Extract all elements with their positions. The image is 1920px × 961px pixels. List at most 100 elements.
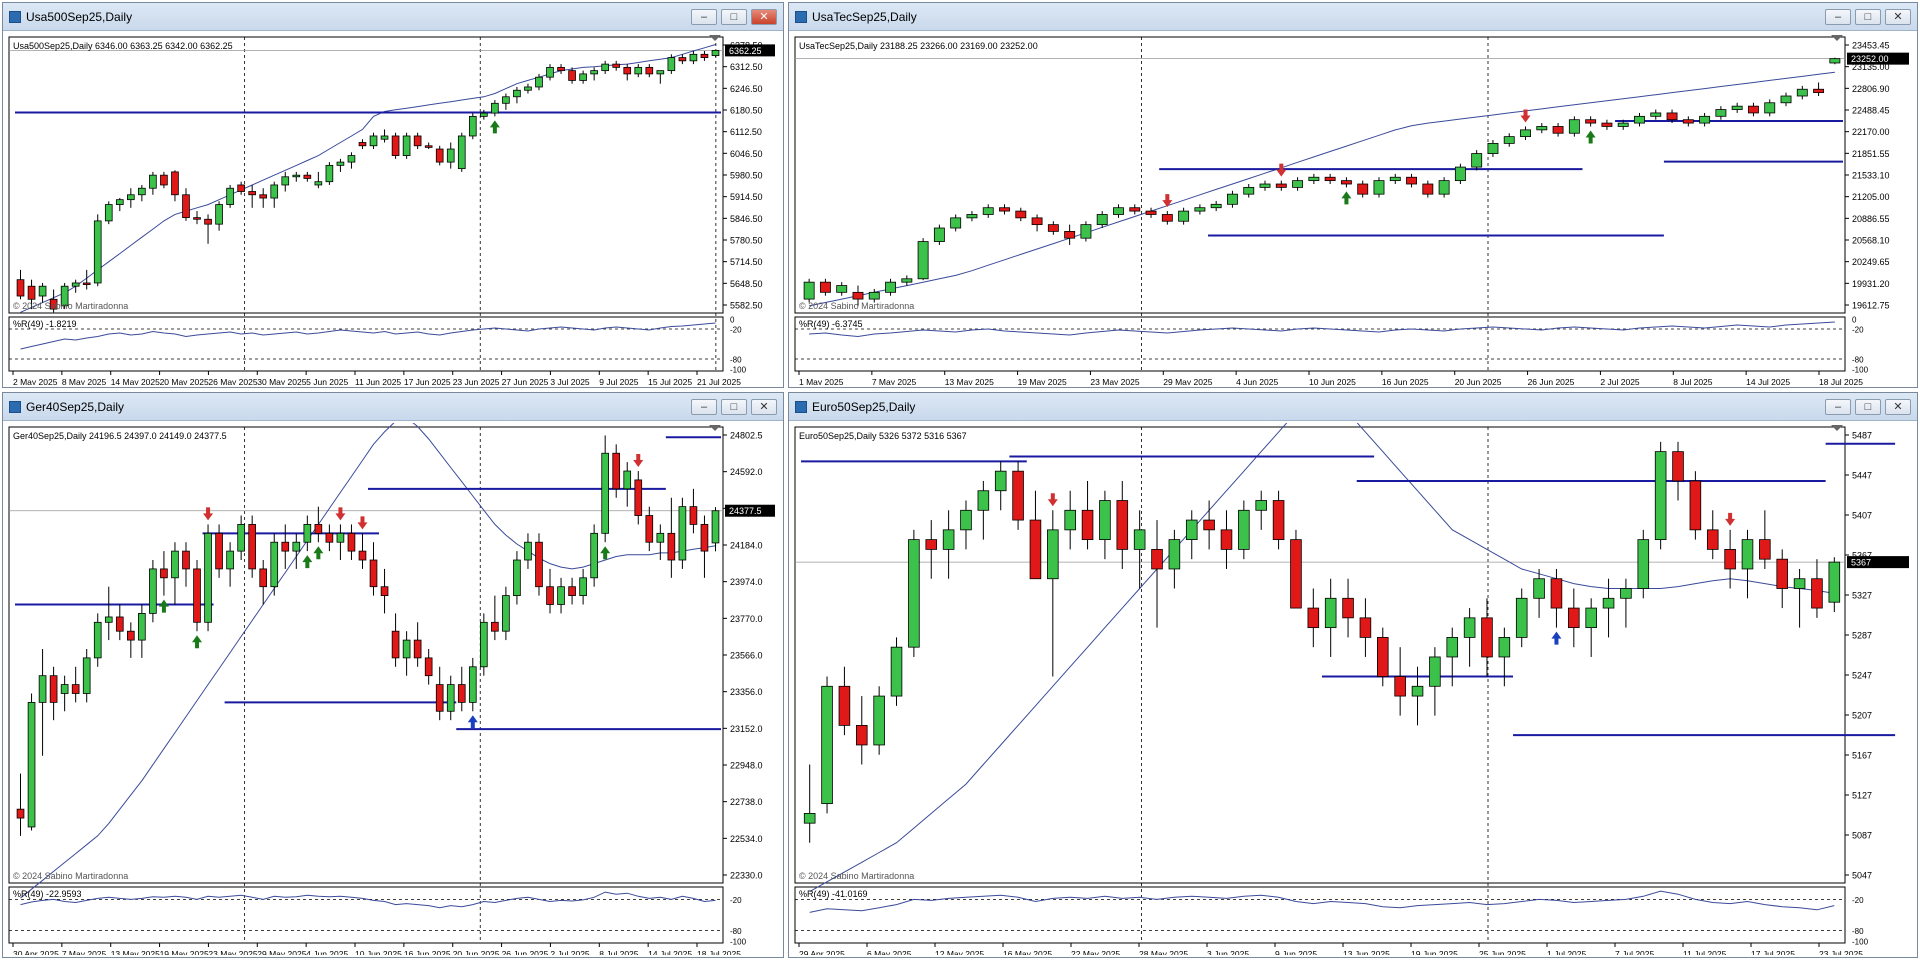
bullish-candle-body [1602,597,1615,609]
maximize-button[interactable]: □ [1855,399,1881,415]
candle [193,211,201,225]
candle [292,533,301,569]
candle [60,675,69,712]
minimize-button[interactable]: – [1825,399,1851,415]
candle [457,132,466,172]
date-tick-label: 18 Jul 2025 [697,949,741,955]
bullish-candle-body [1637,539,1650,589]
candle [1324,173,1336,185]
window-titlebar[interactable]: UsaTecSep25,Daily – □ ✕ [789,3,1917,31]
candle [1064,224,1076,245]
window-titlebar[interactable]: Ger40Sep25,Daily – □ ✕ [3,393,783,421]
candle [557,64,565,74]
candle [1706,510,1719,560]
candle [656,524,665,561]
price-tick-label: 24592.0 [730,467,763,477]
price-panel [794,426,1846,884]
maximize-button[interactable]: □ [721,9,747,25]
candle [413,132,422,150]
price-tick-label: 19931.20 [1852,279,1890,289]
candle [358,533,367,569]
date-tick-label: 23 Jun 2025 [453,377,500,385]
date-tick-label: 19 Jun 2025 [1411,949,1458,955]
maximize-button[interactable]: □ [1855,9,1881,25]
bearish-candle-body [424,657,433,677]
bearish-candle-body [193,568,201,623]
maximize-button[interactable]: □ [721,399,747,415]
indicator-level-label: -20 [1852,896,1864,905]
bullish-candle-body [1585,607,1597,629]
chart-window-icon [9,11,21,23]
minimize-button[interactable]: – [691,9,717,25]
candle [1715,106,1727,120]
symbol-info-label: Ger40Sep25,Daily 24196.5 24397.0 24149.0… [13,431,227,441]
bullish-candle-body [325,164,334,183]
bearish-candle-body [27,285,36,300]
bullish-candle-body [1373,180,1385,195]
date-tick-label: 1 Jul 2025 [1547,949,1586,955]
bearish-candle-body [612,452,621,490]
price-chart[interactable]: 6378.506312.506246.506180.506112.506046.… [7,33,779,385]
date-tick-label: 28 May 2025 [1139,949,1188,955]
bullish-candle-body [1568,119,1580,134]
candle [248,184,256,208]
candle [1422,180,1434,198]
candle [868,288,880,303]
bullish-candle-body [966,214,978,219]
indicator-label: %R(49) -22.9593 [13,889,82,899]
current-price-tag [725,44,775,57]
bullish-candle-body [579,73,587,81]
bearish-candle-body [1776,558,1789,589]
candle [424,142,433,150]
candle [1438,177,1450,198]
price-tick-label: 5582.50 [730,301,763,311]
price-chart[interactable]: 23453.45 23135.00 22806.90 22488.45 22170.00… [793,33,1913,385]
window-titlebar[interactable]: Euro50Sep25,Daily – □ ✕ [789,393,1917,421]
down-arrow-icon [1520,109,1531,123]
bearish-candle-body [281,541,290,552]
chart-window-ger40[interactable]: Ger40Sep25,Daily – □ ✕ 24802.5 24592.0 243… [2,392,784,958]
minimize-button[interactable]: – [691,399,717,415]
candle [171,542,179,605]
bearish-candle-body [1422,183,1434,195]
date-tick-label: 23 May 2025 [208,949,257,955]
close-button[interactable]: ✕ [1885,9,1911,25]
date-tick-label: 10 Jun 2025 [355,949,402,955]
price-tick-label: 24802.5 [730,431,763,441]
chart-window-usatec[interactable]: UsaTecSep25,Daily – □ ✕ 23453.45 23135.00… [788,2,1918,388]
bullish-candle-body [689,53,698,62]
window-title: Usa500Sep25,Daily [26,10,133,24]
bullish-candle-body [1429,656,1441,687]
candle [1151,520,1163,628]
indicator-level-label: -80 [730,927,742,936]
date-tick-label: 26 Jun 2025 [1528,377,1575,385]
candle [502,93,510,110]
candle [1568,588,1580,648]
minimize-button[interactable]: – [1825,9,1851,25]
bearish-candle-body [667,532,676,561]
candle [1178,207,1190,225]
candle [314,171,323,189]
chart-window-usa500[interactable]: Usa500Sep25,Daily – □ ✕ 6378.506312.5062… [2,2,784,388]
up-arrow-icon [1551,631,1562,645]
close-button[interactable]: ✕ [1885,399,1911,415]
bearish-candle-body [1406,176,1417,185]
chart-window-euro50[interactable]: Euro50Sep25,Daily – □ ✕ 5487 5447 5407 5367… [788,392,1918,958]
close-button[interactable]: ✕ [751,9,777,25]
bullish-candle-body [369,135,378,147]
bullish-candle-body [502,96,510,104]
date-tick-label: 16 Jun 2025 [404,949,451,955]
window-titlebar[interactable]: Usa500Sep25,Daily – □ ✕ [3,3,783,31]
price-chart[interactable]: 24802.5 24592.0 24377.5 24184.0 23974.0 23770… [7,423,779,955]
bullish-candle-body [1503,136,1515,144]
bullish-candle-body [226,187,234,205]
candle [424,648,433,685]
bearish-candle-body [491,621,499,632]
bullish-candle-body [901,278,913,283]
close-button[interactable]: ✕ [751,399,777,415]
candle [468,113,477,140]
bullish-candle-body [270,184,279,199]
bullish-candle-body [994,470,1007,492]
price-chart[interactable]: 5487 5447 5407 5367 5327 5287 5247 5207 5167 5127… [793,423,1913,955]
bullish-candle-body [1829,58,1841,64]
